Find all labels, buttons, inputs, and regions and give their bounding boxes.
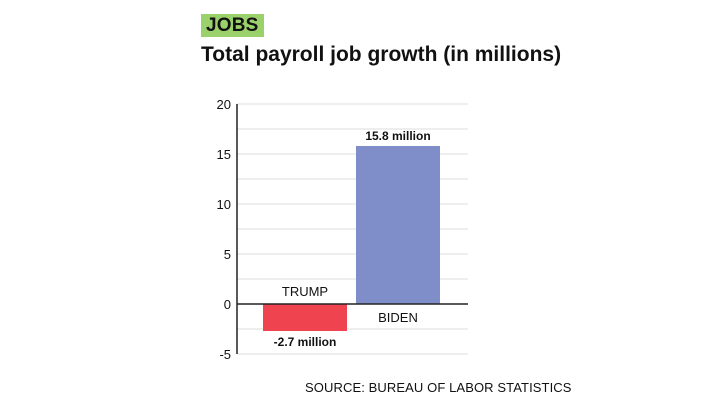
bar-trump [263, 304, 347, 331]
y-tick-label: -5 [219, 347, 231, 362]
y-tick-label: 10 [217, 197, 231, 212]
y-tick-label: 15 [217, 147, 231, 162]
y-tick-label: 5 [224, 247, 231, 262]
data-label: -2.7 million [274, 335, 337, 349]
data-label: 15.8 million [365, 129, 430, 143]
bar-biden [356, 146, 440, 304]
category-label: BIDEN [378, 310, 418, 325]
category-label: TRUMP [282, 284, 328, 299]
chart-title: Total payroll job growth (in millions) [201, 43, 562, 66]
source-note: SOURCE: BUREAU OF LABOR STATISTICS [305, 380, 572, 395]
y-tick-label: 20 [217, 97, 231, 112]
section-tag: JOBS [201, 14, 264, 37]
y-tick-label: 0 [224, 297, 231, 312]
